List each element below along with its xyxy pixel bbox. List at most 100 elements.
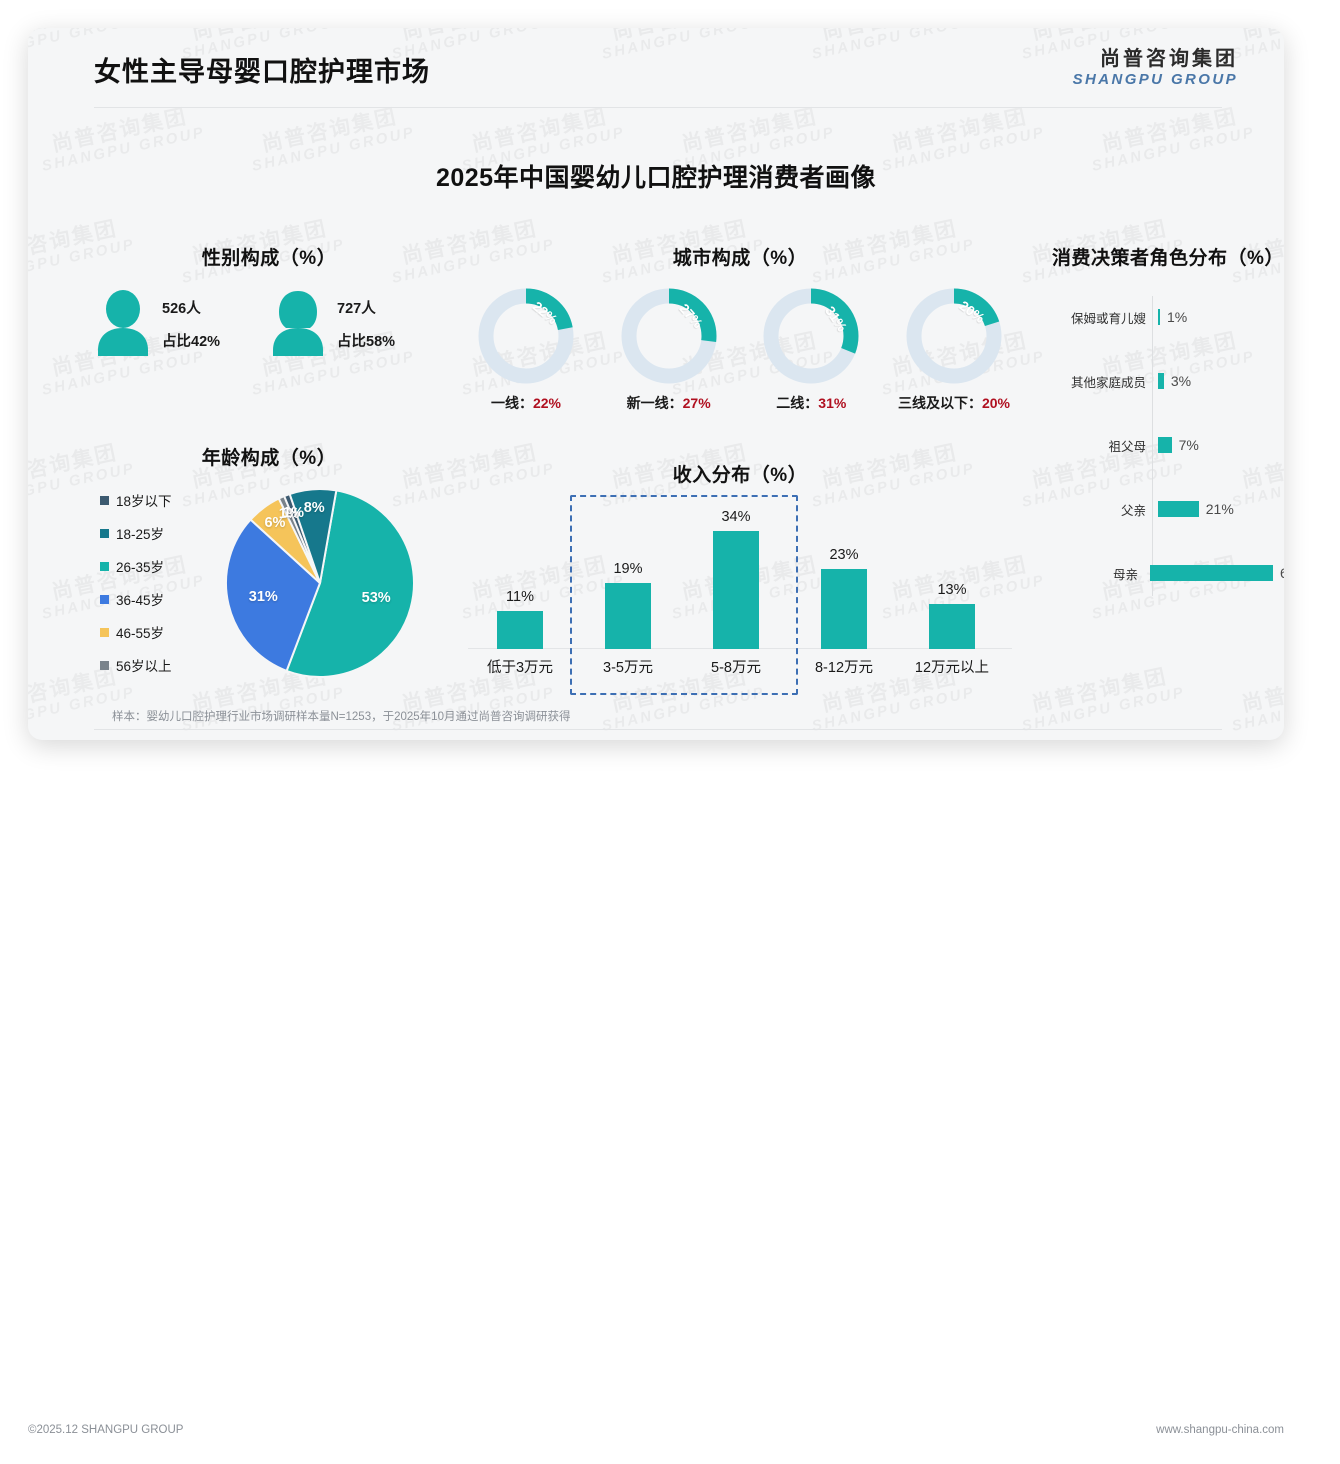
age-legend-item[interactable]: 18-25岁 [100, 523, 172, 543]
city-composition-section: 城市构成（%） 22% 一线：22% 27% 新一线：27% 31% 二线：31% 20% 三… [460, 243, 1020, 413]
poster-header: 女性主导母婴口腔护理市场 尚普咨询集团 SHANGPU GROUP [28, 28, 1284, 106]
income-bar-column[interactable]: 13% [900, 582, 1004, 649]
income-distribution-section: 收入分布（%） 11% 低于3万元 19% 3-5万元 34% 5-8万元 23% 8-12万… [460, 460, 1020, 695]
income-category-label: 8-12万元 [814, 660, 874, 676]
footer-website[interactable]: www.shangpu-china.com [1156, 1424, 1284, 1436]
age-slice-label: 31% [248, 588, 278, 605]
decision-maker-value: 7% [1178, 437, 1199, 453]
age-legend-label: 18-25岁 [116, 527, 165, 542]
city-section-title: 城市构成（%） [672, 248, 808, 269]
donut-ring: 22% [478, 288, 574, 384]
city-donut-4[interactable]: 20% 三线及以下：20% [888, 288, 1020, 413]
decision-maker-row[interactable]: 保姆或育儿嫂 1% [1028, 304, 1284, 330]
age-legend-label: 46-55岁 [116, 626, 165, 641]
decision-maker-title: 消费决策者角色分布（%） [1052, 248, 1284, 269]
logo-english-text: SHANGPU GROUP [1072, 71, 1238, 88]
age-slice-label: 8% [303, 500, 325, 517]
age-slice-label: 1% [278, 506, 300, 523]
city-donut-2[interactable]: 27% 新一线：27% [603, 288, 735, 413]
age-legend-swatch [100, 594, 109, 604]
male-silhouette-icon [94, 290, 152, 361]
decision-maker-row[interactable]: 父亲 21% [1028, 496, 1284, 522]
decision-maker-row[interactable]: 祖父母 7% [1028, 432, 1284, 458]
gender-section-title: 性别构成（%） [201, 248, 337, 269]
city-donut-row: 22% 一线：22% 27% 新一线：27% 31% 二线：31% 20% 三线及以下：20% [460, 288, 1020, 413]
donut-caption: 一线：22% [490, 395, 562, 411]
gender-section: 性别构成（%） 526人 占比42% [94, 243, 444, 361]
donut-caption: 二线：31% [776, 395, 847, 411]
age-legend-swatch [100, 660, 109, 670]
age-slice-label: 53% [361, 590, 391, 607]
footer-divider [94, 729, 1222, 730]
age-chart-body: 18岁以下 18-25岁 26-35岁 36-45岁 46-55岁 56岁以上 53% 31… [94, 480, 444, 680]
donut-caption: 新一线：27% [626, 395, 711, 411]
decision-maker-bar [1158, 501, 1199, 517]
donut-caption: 三线及以下：20% [897, 395, 1010, 411]
decision-maker-value: 68% [1279, 565, 1284, 581]
city-donut-1[interactable]: 22% 一线：22% [460, 288, 592, 413]
donut-ring: 20% [906, 288, 1002, 384]
decision-maker-bar [1149, 565, 1273, 581]
decision-maker-section: 消费决策者角色分布（%） 保姆或育儿嫂 1% 其他家庭成员 3% 祖父母 7% 父亲 21% 母… [1028, 243, 1284, 596]
income-bar [605, 583, 651, 649]
decision-maker-label: 祖父母 [1108, 439, 1146, 454]
age-legend-item[interactable]: 26-35岁 [100, 556, 172, 576]
income-bar-value: 19% [613, 561, 643, 578]
income-bar-column[interactable]: 11% [468, 589, 572, 649]
decision-maker-plot: 保姆或育儿嫂 1% 其他家庭成员 3% 祖父母 7% 父亲 21% 母亲 68% [1028, 296, 1284, 596]
income-bar-value: 34% [721, 509, 751, 525]
age-composition-section: 年龄构成（%） 18岁以下 18-25岁 26-35岁 36-45岁 46-55岁 56岁… [94, 443, 444, 680]
income-bar-column[interactable]: 34% [684, 509, 788, 649]
gender-row: 526人 占比42% 727人 占比58% [94, 290, 444, 361]
income-bar [713, 531, 759, 649]
decision-maker-row[interactable]: 母亲 68% [1028, 560, 1284, 586]
gender-female-count: 727人 [337, 300, 376, 317]
age-legend-item[interactable]: 46-55岁 [100, 622, 172, 642]
age-slice-label: 1% [283, 504, 305, 521]
sample-note: 样本：婴幼儿口腔护理行业市场调研样本量N=1253，于2025年10月通过尚普咨… [112, 711, 571, 723]
decision-maker-label: 保姆或育儿嫂 [1070, 311, 1146, 326]
age-legend-item[interactable]: 18岁以下 [100, 490, 172, 510]
age-legend-swatch [100, 627, 109, 637]
age-legend-label: 36-45岁 [116, 593, 165, 608]
poster-footer: ©2025.12 SHANGPU GROUP www.shangpu-china… [28, 712, 1284, 1436]
income-bar [497, 610, 543, 649]
gender-male-stats: 526人 占比42% [162, 293, 220, 358]
income-plot: 11% 低于3万元 19% 3-5万元 34% 5-8万元 23% 8-12万元 13% 12万元… [460, 495, 1020, 695]
income-bar-value: 11% [506, 588, 534, 605]
city-donut-3[interactable]: 31% 二线：31% [745, 288, 877, 413]
income-category-label: 低于3万元 [486, 660, 554, 676]
age-legend-swatch [100, 528, 109, 538]
brand-logo: 尚普咨询集团 SHANGPU GROUP [1073, 48, 1238, 88]
footer-copyright: ©2025.12 SHANGPU GROUP [28, 1424, 184, 1436]
footer-content: ©2025.12 SHANGPU GROUP www.shangpu-china… [28, 1424, 1284, 1464]
logo-chinese-text: 尚普咨询集团 [1100, 48, 1238, 70]
decision-maker-value: 3% [1170, 373, 1192, 389]
age-slice-label: 6% [264, 514, 286, 531]
income-bar-column[interactable]: 19% [576, 561, 680, 649]
decision-maker-value: 21% [1205, 501, 1234, 517]
decision-maker-label: 母亲 [1112, 567, 1138, 582]
decision-maker-bar [1158, 309, 1160, 325]
decision-maker-row[interactable]: 其他家庭成员 3% [1028, 368, 1284, 394]
gender-male-count: 526人 [162, 300, 201, 317]
gender-female-stats: 727人 占比58% [337, 293, 395, 358]
main-title: 2025年中国婴幼儿口腔护理消费者画像 [435, 164, 877, 192]
decision-maker-label: 其他家庭成员 [1070, 375, 1146, 390]
decision-maker-label: 父亲 [1120, 503, 1146, 518]
decision-maker-axis [1152, 296, 1153, 596]
age-legend-label: 26-35岁 [116, 560, 165, 575]
age-legend-label: 18岁以下 [116, 494, 172, 509]
age-legend-item[interactable]: 56岁以上 [100, 655, 172, 675]
income-category-label: 5-8万元 [711, 660, 761, 676]
age-legend: 18岁以下 18-25岁 26-35岁 36-45岁 46-55岁 56岁以上 [100, 490, 172, 688]
decision-maker-value: 1% [1167, 309, 1188, 325]
age-legend-item[interactable]: 36-45岁 [100, 589, 172, 609]
age-section-title: 年龄构成（%） [201, 448, 337, 469]
gender-female-share: 占比58% [337, 333, 396, 350]
income-bar-column[interactable]: 23% [792, 547, 896, 649]
decision-maker-bar [1158, 437, 1172, 453]
decision-maker-bar [1158, 373, 1164, 389]
gender-item-male: 526人 占比42% [94, 290, 269, 361]
income-bar [929, 603, 975, 649]
